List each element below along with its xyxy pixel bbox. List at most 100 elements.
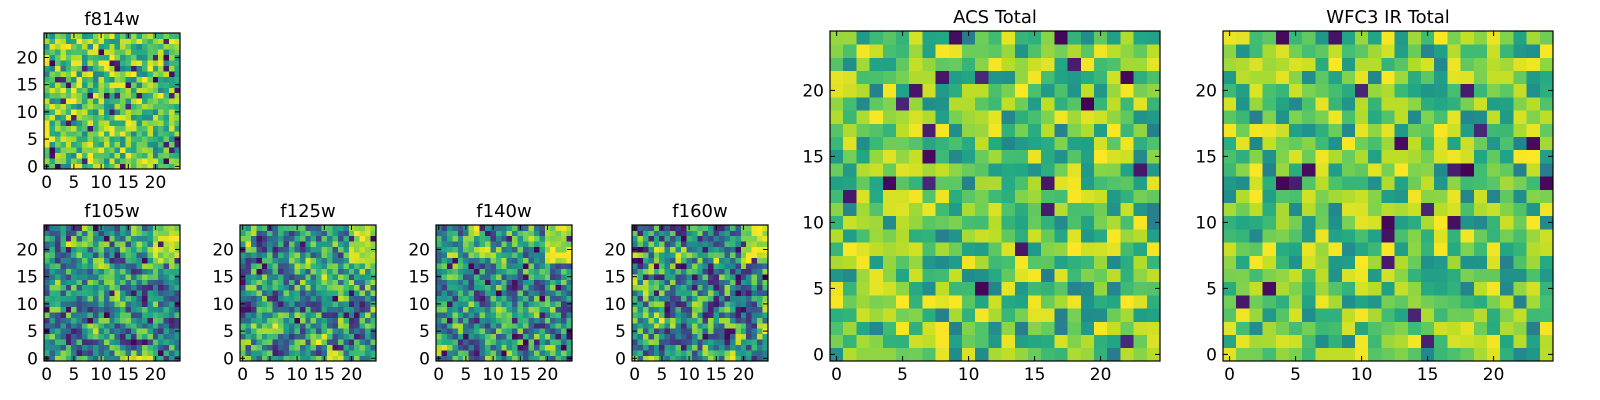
heatmap-cell	[637, 322, 644, 329]
heatmap-cell	[103, 147, 110, 154]
heatmap-cell	[909, 110, 923, 124]
heatmap-cell	[1146, 176, 1161, 190]
heatmap-cell	[653, 344, 660, 351]
heatmap-cell	[1014, 268, 1029, 283]
heatmap-cell	[343, 312, 350, 318]
heatmap-cell	[98, 312, 105, 318]
heatmap-cell	[1028, 176, 1042, 190]
heatmap-cell	[299, 225, 306, 231]
heatmap-cell	[114, 312, 121, 318]
heatmap-cell	[305, 263, 312, 269]
heatmap-cell	[1328, 70, 1343, 85]
heatmap-cell	[169, 65, 175, 72]
heatmap-cell	[98, 98, 105, 105]
heatmap-cell	[337, 317, 344, 324]
heatmap-cell	[256, 284, 263, 291]
heatmap-cell	[708, 279, 714, 286]
heatmap-cell	[882, 189, 897, 203]
heatmap-cell	[1341, 334, 1356, 349]
heatmap-cell	[310, 301, 317, 307]
heatmap-cell	[98, 71, 105, 77]
heatmap-cell	[348, 246, 355, 253]
heatmap-image	[1223, 31, 1554, 362]
heatmap-cell	[1249, 202, 1263, 217]
heatmap-cell	[103, 33, 110, 39]
heatmap-cell	[1236, 149, 1250, 164]
heatmap-cell	[1341, 347, 1356, 362]
heatmap-cell	[114, 114, 121, 121]
heatmap-cell	[343, 273, 350, 280]
heatmap-cell	[1513, 123, 1527, 137]
heatmap-cell	[1080, 334, 1095, 349]
heatmap-cell	[44, 344, 50, 351]
heatmap-cell	[267, 295, 273, 302]
heatmap-cell	[1315, 242, 1329, 256]
heatmap-cell	[152, 290, 159, 297]
heatmap-cell	[740, 246, 747, 253]
heatmap-cell	[114, 252, 121, 258]
heatmap-cell	[539, 333, 546, 340]
heatmap-cell	[71, 333, 77, 340]
heatmap-cell	[463, 344, 469, 351]
heatmap-cell	[452, 252, 459, 258]
heatmap-cell	[288, 268, 295, 275]
heatmap-cell	[109, 125, 116, 132]
heatmap-cell	[152, 98, 159, 105]
heatmap-cell	[44, 317, 50, 324]
heatmap-cell	[1434, 242, 1448, 256]
heatmap-cell	[1094, 334, 1108, 349]
heatmap-cell	[457, 344, 464, 351]
panel-title: ACS Total	[953, 7, 1037, 28]
heatmap-cell	[250, 333, 257, 340]
heatmap-cell	[1513, 97, 1527, 111]
heatmap-cell	[988, 295, 1002, 309]
heatmap-cell	[169, 71, 175, 77]
heatmap-cell	[103, 355, 110, 362]
heatmap-cell	[370, 279, 377, 286]
heatmap-cell	[98, 76, 105, 83]
heatmap-cell	[457, 257, 464, 264]
heatmap-cell	[539, 322, 546, 329]
heatmap-cell	[719, 241, 725, 248]
heatmap-cell	[1302, 255, 1316, 269]
heatmap-cell	[1460, 255, 1475, 269]
heatmap-cell	[642, 263, 649, 269]
heatmap-cell	[305, 246, 312, 253]
heatmap-cell	[348, 257, 355, 264]
heatmap-cell	[446, 284, 453, 291]
heatmap-cell	[1041, 334, 1055, 349]
heatmap-cell	[670, 235, 676, 242]
heatmap-cell	[1473, 202, 1488, 217]
heatmap-cell	[256, 306, 263, 313]
heatmap-cell	[702, 257, 709, 264]
heatmap-cell	[283, 263, 290, 269]
heatmap-cell	[327, 333, 333, 340]
heatmap-cell	[1421, 334, 1435, 349]
heatmap-cell	[136, 230, 143, 237]
heatmap-cell	[370, 284, 377, 291]
heatmap-cell	[54, 147, 61, 154]
heatmap-cell	[103, 38, 110, 45]
heatmap-cell	[452, 235, 459, 242]
heatmap-cell	[719, 350, 725, 356]
heatmap-cell	[697, 355, 704, 362]
heatmap-cell	[158, 76, 165, 83]
heatmap-cell	[131, 257, 137, 264]
heatmap-cell	[316, 295, 322, 302]
heatmap-cell	[436, 344, 442, 351]
heatmap-cell	[1249, 255, 1263, 269]
heatmap-cell	[680, 284, 687, 291]
panel-title: f160w	[672, 201, 727, 222]
heatmap-cell	[332, 290, 339, 297]
heatmap-cell	[114, 350, 121, 356]
heatmap-cell	[446, 322, 453, 329]
heatmap-cell	[746, 235, 753, 242]
heatmap-cell	[1094, 83, 1108, 98]
heatmap-cell	[1526, 242, 1541, 256]
heatmap-cell	[131, 43, 137, 50]
heatmap-cell	[501, 295, 508, 302]
heatmap-cell	[896, 268, 910, 283]
heatmap-cell	[60, 125, 67, 132]
heatmap-cell	[1434, 163, 1448, 177]
heatmap-cell	[909, 242, 923, 256]
